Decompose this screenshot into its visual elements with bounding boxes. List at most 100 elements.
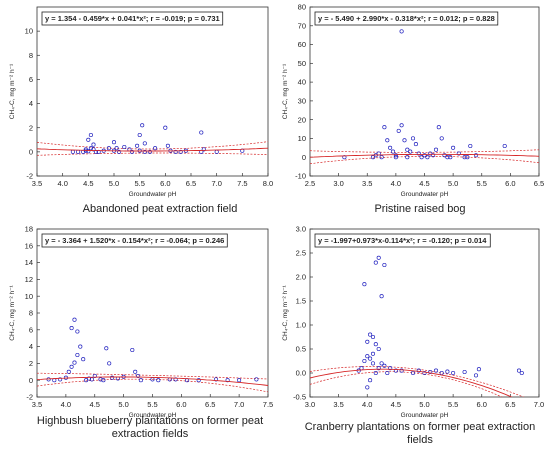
data-point bbox=[473, 373, 479, 378]
y-axis-label: CH₄-C, mg m⁻² h⁻¹ bbox=[282, 63, 289, 119]
x-tick-label: 7.5 bbox=[263, 400, 273, 409]
x-tick-label: 6.5 bbox=[205, 400, 215, 409]
y-tick-label: 0.0 bbox=[296, 369, 306, 378]
data-point bbox=[476, 367, 481, 372]
panel-caption: Abandoned peat extraction field bbox=[83, 203, 238, 215]
data-point bbox=[408, 149, 413, 154]
data-layer bbox=[37, 234, 268, 393]
equation-text: y = 1.354 - 0.459*x + 0.041*x²; r = -0.0… bbox=[45, 14, 220, 23]
data-point bbox=[419, 155, 424, 160]
x-tick-label: 5.5 bbox=[477, 179, 487, 188]
fit-line bbox=[310, 368, 513, 397]
x-tick-label: 4.0 bbox=[61, 400, 71, 409]
equation-box bbox=[41, 233, 228, 248]
data-point bbox=[462, 155, 467, 160]
data-point bbox=[436, 125, 441, 130]
data-point bbox=[370, 361, 376, 366]
data-point bbox=[468, 143, 473, 149]
data-point bbox=[368, 332, 373, 337]
plot-frame bbox=[36, 6, 269, 177]
data-point bbox=[362, 358, 367, 364]
y-axis-label: CH₄-C, mg m⁻² h⁻¹ bbox=[9, 284, 16, 340]
chart-panel-2: 2.5 3.0 3.5 4.0 4.5 5.0 5.5 6.0 6.5 -10 0 10 20 30 40 5… bbox=[282, 3, 544, 215]
confidence-upper bbox=[37, 372, 268, 380]
data-point bbox=[445, 155, 450, 160]
data-point bbox=[405, 147, 410, 152]
confidence-upper bbox=[310, 366, 525, 397]
x-tick-label: 3.5 bbox=[32, 400, 42, 409]
chart-panel-4: 3.0 3.5 4.0 4.5 5.0 5.5 6.0 6.5 7.0 -0.5 0.0 0.5 1.0… bbox=[282, 225, 544, 446]
plot-frame bbox=[36, 228, 269, 398]
data-point bbox=[462, 369, 467, 375]
fit-line bbox=[37, 376, 268, 386]
data-point bbox=[393, 368, 398, 373]
x-axis-label: Groundwater pH bbox=[401, 191, 449, 198]
y-axis-label: CH₄-C, mg m⁻² h⁻¹ bbox=[9, 63, 16, 119]
data-point bbox=[516, 368, 522, 373]
data-point bbox=[382, 262, 387, 268]
data-point bbox=[416, 368, 421, 373]
data-point bbox=[382, 125, 387, 130]
confidence-lower bbox=[310, 371, 503, 397]
y-tick-label: 3.0 bbox=[296, 225, 306, 234]
data-point bbox=[237, 378, 242, 383]
data-point bbox=[379, 294, 384, 299]
data-point bbox=[106, 146, 111, 151]
data-point bbox=[140, 123, 145, 128]
data-point bbox=[405, 155, 410, 160]
data-point bbox=[75, 329, 80, 334]
panel-caption: Highbush blueberry plantations on former… bbox=[37, 415, 263, 440]
data-point bbox=[393, 155, 398, 160]
data-point bbox=[76, 149, 81, 154]
data-point bbox=[399, 29, 404, 34]
y-tick-label: 1.0 bbox=[296, 321, 306, 330]
x-tick-label: 5.5 bbox=[448, 400, 458, 409]
data-point bbox=[91, 147, 96, 152]
data-point bbox=[214, 149, 219, 154]
data-point bbox=[84, 378, 89, 383]
data-point bbox=[399, 368, 404, 373]
data-point bbox=[376, 255, 381, 260]
x-tick-label: 4.0 bbox=[391, 179, 401, 188]
data-point bbox=[402, 138, 407, 143]
panels-group: 3.5 4.0 4.5 5.0 5.5 6.0 6.5 7.0 7.5 8.0 -2 0 2 4 6 8 10 G… bbox=[9, 3, 544, 446]
chart-panel-1: 3.5 4.0 4.5 5.0 5.5 6.0 6.5 7.0 7.5 8.0 -2 0 2 4 6 8 10 G… bbox=[9, 6, 273, 215]
data-point bbox=[451, 145, 456, 150]
equation-box bbox=[314, 11, 499, 26]
x-axis-label: Groundwater pH bbox=[129, 412, 177, 419]
confidence-lower bbox=[310, 156, 539, 165]
x-tick-label: 4.0 bbox=[57, 179, 67, 188]
x-tick-label: 5.0 bbox=[109, 179, 119, 188]
data-point bbox=[519, 370, 524, 376]
data-point bbox=[213, 377, 219, 382]
data-point bbox=[147, 149, 152, 154]
y-tick-label: 2.0 bbox=[296, 273, 306, 282]
data-point bbox=[413, 142, 418, 147]
data-point bbox=[473, 153, 479, 158]
data-point bbox=[425, 155, 430, 160]
data-point bbox=[388, 366, 393, 371]
data-point bbox=[163, 125, 168, 130]
data-point bbox=[422, 153, 427, 158]
data-point bbox=[117, 149, 122, 154]
data-point bbox=[196, 378, 201, 383]
data-point bbox=[365, 354, 370, 359]
y-tick-label: 30 bbox=[298, 96, 306, 105]
data-point bbox=[385, 138, 390, 143]
y-tick-label: -2 bbox=[26, 393, 33, 402]
data-point bbox=[428, 369, 433, 375]
data-point bbox=[91, 142, 96, 147]
data-point bbox=[142, 149, 147, 154]
data-point bbox=[72, 360, 77, 365]
data-point bbox=[433, 368, 439, 373]
data-point bbox=[58, 377, 63, 382]
y-tick-label: -10 bbox=[295, 172, 306, 181]
data-point bbox=[431, 153, 436, 158]
data-point bbox=[373, 342, 378, 347]
data-point bbox=[69, 364, 74, 369]
y-tick-label: 6 bbox=[29, 75, 33, 84]
x-tick-label: 5.0 bbox=[419, 400, 429, 409]
data-point bbox=[362, 282, 367, 287]
data-point bbox=[456, 151, 461, 156]
